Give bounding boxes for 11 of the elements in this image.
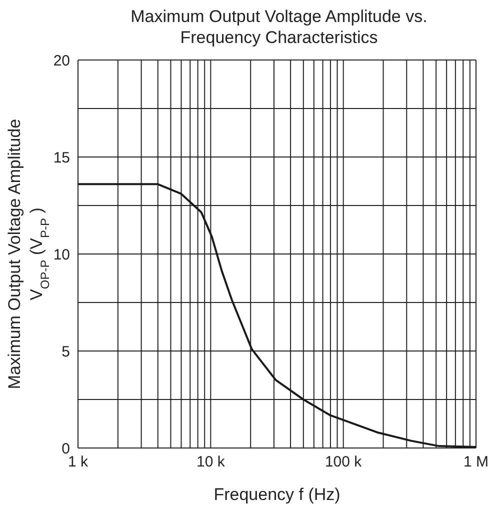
- y-tick-label: 0: [62, 440, 70, 458]
- x-tick-label: 100 k: [324, 454, 362, 471]
- y-tick-label: 20: [53, 52, 70, 70]
- y-tick-label: 15: [53, 149, 70, 166]
- x-tick-label: 1 M: [463, 454, 489, 471]
- x-tick-label: 1 k: [68, 454, 88, 471]
- y-tick-label: 5: [62, 343, 70, 360]
- y-tick-label: 10: [53, 246, 70, 264]
- x-axis-title: Frequency f (Hz): [214, 485, 340, 504]
- x-tick-label: 10 k: [196, 454, 226, 471]
- chart-title: Maximum Output Voltage Amplitude vs. Frequency Characteristics: [130, 6, 428, 48]
